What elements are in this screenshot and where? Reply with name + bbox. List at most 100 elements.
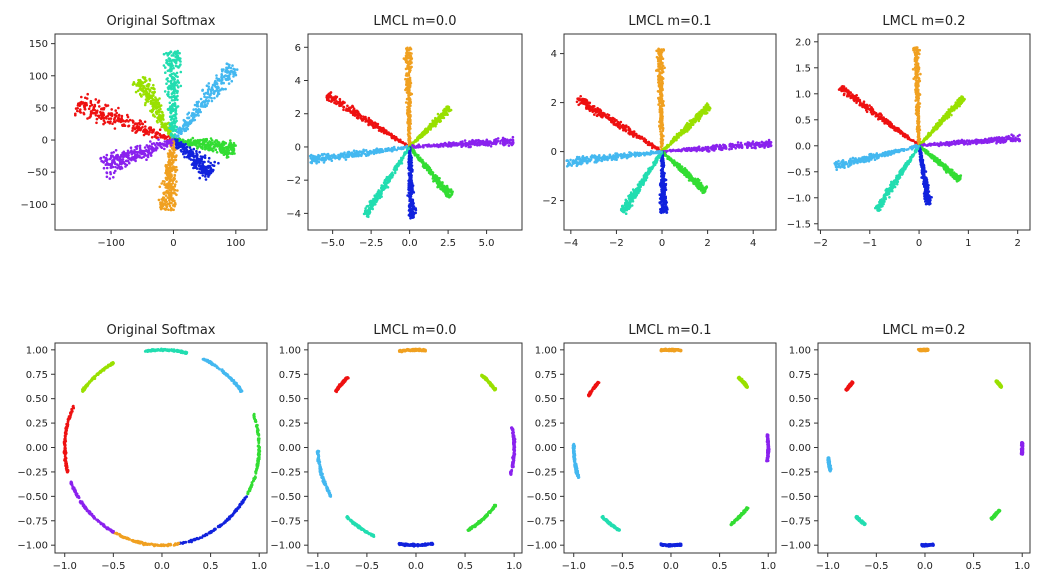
data-point: [391, 171, 394, 174]
data-point: [596, 106, 599, 110]
data-point: [228, 63, 231, 67]
data-point: [659, 77, 662, 81]
data-point: [199, 160, 203, 163]
data-point: [116, 155, 119, 159]
data-point: [412, 205, 415, 208]
data-point: [171, 58, 175, 62]
data-point: [197, 114, 200, 117]
data-point: [131, 150, 135, 154]
data-point: [355, 153, 359, 156]
data-point: [406, 133, 410, 136]
data-point: [335, 95, 339, 99]
data-point: [174, 148, 177, 152]
data-point: [173, 183, 177, 186]
data-point: [660, 82, 664, 86]
data-point: [117, 106, 120, 110]
data-point: [389, 177, 392, 180]
data-point: [191, 112, 194, 115]
data-point: [489, 145, 493, 148]
data-point: [220, 73, 223, 76]
data-point: [419, 145, 422, 149]
data-point: [408, 208, 411, 212]
data-point: [162, 192, 166, 196]
data-point: [436, 144, 440, 147]
data-point: [186, 155, 189, 159]
data-point: [173, 177, 176, 181]
data-point: [111, 122, 114, 125]
data-point: [585, 107, 588, 110]
data-point: [172, 199, 176, 203]
data-point: [199, 166, 203, 169]
data-point: [139, 148, 142, 152]
data-point: [216, 79, 220, 82]
data-point: [177, 86, 180, 89]
data-point: [135, 125, 138, 128]
data-point: [577, 98, 581, 101]
data-point: [171, 109, 175, 112]
data-point: [216, 145, 219, 148]
data-point: [412, 148, 415, 152]
data-point: [405, 97, 409, 101]
data-point: [102, 116, 106, 120]
data-point: [206, 90, 210, 94]
data-point: [108, 122, 112, 125]
data-point: [145, 158, 148, 161]
data-point: [327, 96, 330, 100]
data-point: [140, 122, 144, 125]
data-point: [167, 160, 170, 164]
data-point: [128, 161, 131, 165]
data-point: [408, 160, 411, 164]
data-point: [178, 59, 181, 62]
data-point: [372, 197, 375, 201]
data-point: [134, 122, 138, 125]
data-point: [147, 133, 150, 136]
data-point: [408, 132, 412, 135]
data-point: [211, 169, 214, 173]
axes-frame: [54, 33, 268, 231]
data-point: [606, 113, 609, 116]
data-point: [229, 66, 233, 70]
data-point: [184, 142, 187, 146]
data-point: [161, 196, 165, 199]
data-point: [235, 68, 239, 71]
data-point: [214, 142, 217, 146]
data-point: [201, 89, 204, 92]
data-point: [201, 169, 205, 172]
data-point: [209, 161, 212, 165]
data-point: [404, 67, 408, 71]
data-point: [436, 181, 440, 185]
data-point: [147, 148, 151, 152]
data-point: [468, 145, 472, 149]
data-point: [141, 81, 145, 85]
data-point: [215, 89, 219, 92]
data-point: [165, 82, 168, 85]
y-tick-label: 6: [295, 43, 301, 54]
data-point: [393, 171, 397, 175]
data-point: [421, 132, 425, 135]
data-point: [170, 54, 174, 57]
series-cluster-4: [171, 62, 239, 143]
data-point: [169, 173, 173, 176]
data-point: [414, 211, 418, 215]
data-point: [169, 197, 172, 201]
data-point: [160, 205, 163, 208]
data-point: [168, 170, 171, 173]
series-cluster-6: [406, 146, 418, 220]
data-point: [203, 154, 207, 157]
data-point: [167, 129, 170, 133]
data-point: [169, 50, 173, 54]
data-point: [342, 105, 345, 109]
y-tick-label: 4: [295, 76, 301, 87]
data-point: [337, 153, 340, 157]
data-point: [400, 156, 403, 160]
data-point: [221, 141, 224, 144]
plot-area: [565, 47, 773, 215]
x-tick-label: −2.5: [359, 238, 383, 249]
data-point: [372, 151, 375, 154]
data-point: [83, 108, 87, 111]
data-point: [141, 76, 145, 79]
data-point: [143, 103, 147, 107]
data-point: [386, 179, 390, 183]
data-point: [195, 163, 198, 166]
